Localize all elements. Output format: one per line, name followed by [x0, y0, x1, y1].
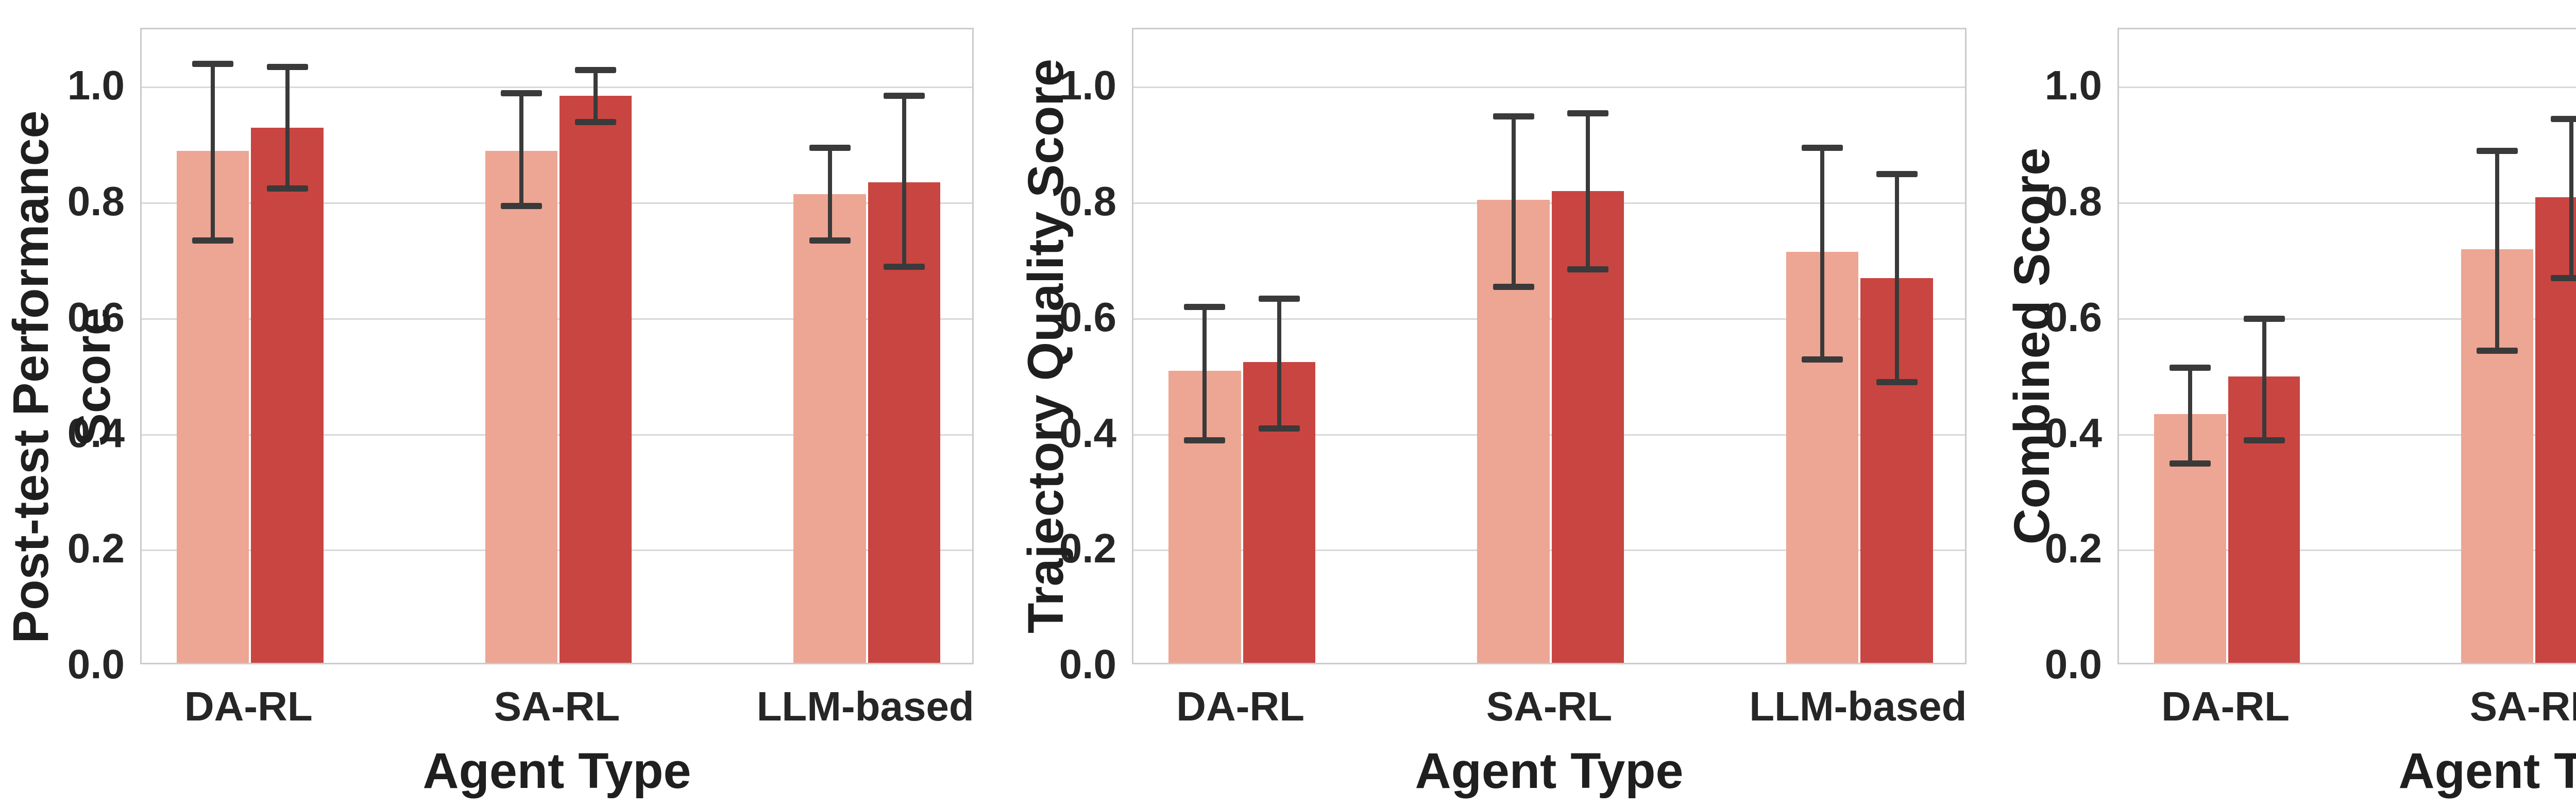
y-tick-label: 0.0 [2044, 641, 2102, 687]
error-bar-cap-top [266, 64, 308, 70]
error-bar-line [2569, 119, 2573, 279]
y-tick-label: 0.2 [67, 525, 125, 572]
error-bar-cap-top [2243, 315, 2285, 322]
error-bar-cap-bottom [1567, 266, 1609, 273]
error-bar-cap-top [883, 93, 925, 99]
gridline-y-0.2 [2119, 550, 2576, 552]
y-tick-label: 0.2 [1059, 525, 1116, 572]
error-bar-cap-bottom [575, 118, 617, 125]
x-tick-label-llm-based: LLM-based [756, 683, 974, 729]
y-tick-label: 0.8 [67, 178, 125, 225]
error-bar-cap-top [2550, 116, 2576, 123]
y-axis-label: Post-test Performance Score [3, 110, 121, 644]
gridline-y-1.0 [2119, 87, 2576, 89]
y-tick-label: 1.0 [67, 62, 125, 109]
error-bar-cap-bottom [2243, 437, 2285, 443]
subplot-axes-3 [2117, 28, 2576, 664]
x-tick-label-sa-rl: SA-RL [494, 683, 620, 729]
error-bar-line [1277, 298, 1281, 429]
error-bar-cap-top [1493, 113, 1534, 119]
y-axis-label: Combined Score [2004, 147, 2060, 545]
error-bar-line [211, 64, 215, 241]
error-bar-cap-top [1876, 170, 1918, 177]
error-bar-cap-top [809, 145, 851, 151]
y-tick-label: 0.0 [1059, 641, 1116, 687]
error-bar-cap-bottom [266, 185, 308, 192]
error-bar-cap-bottom [809, 237, 851, 244]
y-tick-label: 0.2 [2044, 525, 2102, 572]
x-axis-label: Agent Type [2398, 743, 2576, 799]
gridline-y-0.4 [2119, 434, 2576, 436]
x-tick-label-da-rl: DA-RL [1176, 683, 1304, 729]
error-bar-cap-bottom [1802, 356, 1843, 363]
error-bar-line [902, 96, 906, 267]
x-tick-label-sa-rl: SA-RL [1486, 683, 1613, 729]
error-bar-line [1894, 174, 1899, 383]
error-bar-cap-top [1184, 304, 1226, 311]
error-bar-cap-bottom [192, 237, 234, 244]
subplot-axes-2 [1132, 28, 1967, 664]
error-bar-line [519, 93, 523, 206]
error-bar-cap-bottom [883, 263, 925, 270]
y-tick-label: 0.8 [2044, 178, 2102, 225]
error-bar-line [2262, 318, 2266, 440]
error-bar-cap-top [1567, 110, 1609, 116]
error-bar-cap-bottom [1876, 379, 1918, 386]
y-axis-label: Trajectory Quality Score [1018, 59, 1074, 633]
error-bar-cap-bottom [1184, 437, 1226, 443]
error-bar-cap-top [1802, 145, 1843, 151]
bar-sa-rl-none-reflective [485, 150, 557, 663]
y-tick-label: 0.6 [1059, 294, 1116, 340]
error-bar-line [285, 67, 290, 188]
error-bar-cap-bottom [2477, 347, 2518, 354]
error-bar-cap-top [2169, 365, 2211, 371]
error-bar-cap-bottom [1493, 284, 1534, 290]
x-axis-label: Agent Type [422, 743, 691, 799]
y-tick-label: 0.6 [2044, 294, 2102, 340]
y-tick-label: 1.0 [2044, 62, 2102, 109]
y-tick-label: 1.0 [1059, 62, 1116, 109]
y-tick-label: 0.0 [67, 641, 125, 687]
error-bar-line [1820, 148, 1825, 359]
y-tick-label: 0.4 [67, 409, 125, 456]
error-bar-cap-bottom [2169, 460, 2211, 467]
y-tick-label: 0.4 [2044, 409, 2102, 456]
x-tick-label-da-rl: DA-RL [2161, 683, 2290, 729]
x-tick-label-sa-rl: SA-RL [2469, 683, 2576, 729]
gridline-y-1.0 [1133, 87, 1965, 89]
error-bar-line [2495, 151, 2500, 351]
x-axis-label: Agent Type [1415, 743, 1684, 799]
subplot-axes-1 [140, 28, 974, 664]
error-bar-line [1202, 307, 1207, 440]
x-tick-label-llm-based: LLM-based [1749, 683, 1967, 729]
error-bar-cap-top [2477, 148, 2518, 154]
y-tick-label: 0.6 [67, 294, 125, 340]
bar-llm-based-none-reflective [793, 194, 866, 663]
error-bar-cap-top [500, 90, 542, 96]
y-tick-label: 0.4 [1059, 409, 1116, 456]
error-bar-cap-bottom [2550, 275, 2576, 282]
gridline-y-1.0 [142, 87, 972, 89]
error-bar-cap-top [1258, 295, 1300, 302]
error-bar-cap-bottom [500, 202, 542, 209]
gridline-y-0.6 [2119, 318, 2576, 320]
error-bar-cap-top [192, 61, 234, 67]
gridline-y-0.8 [2119, 202, 2576, 204]
y-tick-label: 0.8 [1059, 178, 1116, 225]
x-tick-label-da-rl: DA-RL [184, 683, 313, 729]
error-bar-cap-top [575, 66, 617, 73]
bar-sa-rl-reflective [2535, 197, 2576, 663]
error-bar-line [827, 148, 832, 241]
error-bar-line [1511, 116, 1516, 287]
bar-da-rl-reflective [251, 127, 324, 663]
error-bar-cap-bottom [1258, 425, 1300, 432]
error-bar-line [1586, 113, 1590, 270]
bar-sa-rl-reflective [559, 95, 632, 663]
error-bar-line [594, 70, 598, 122]
error-bar-line [2188, 368, 2192, 463]
